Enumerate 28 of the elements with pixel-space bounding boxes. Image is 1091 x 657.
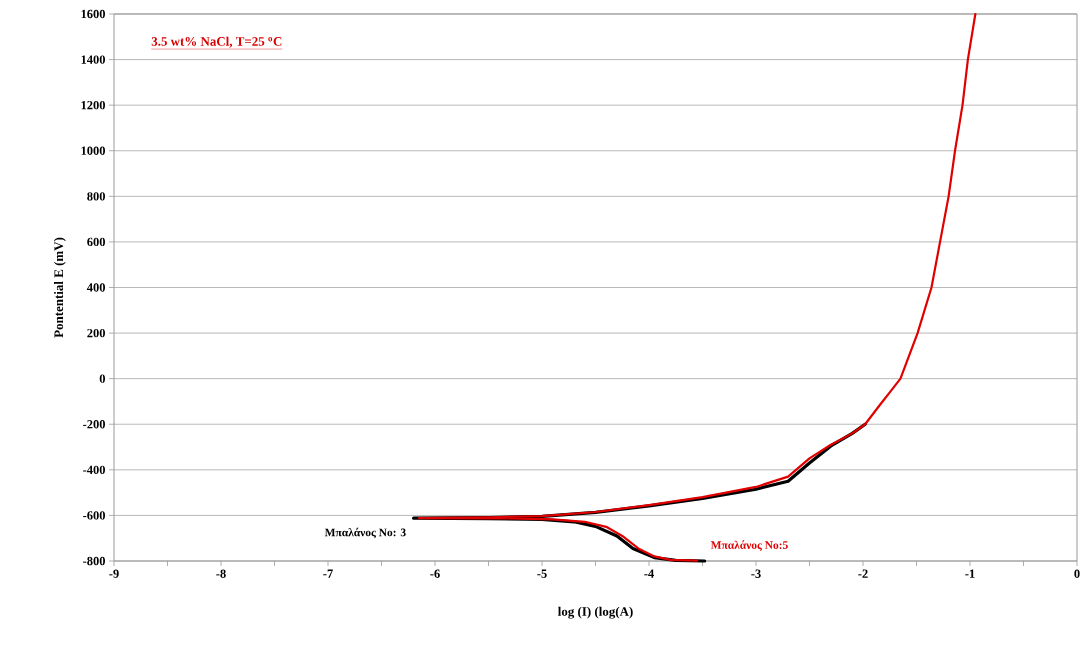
y-tick-label: -800 (83, 556, 105, 566)
y-tick-label: 1000 (81, 146, 105, 155)
x-tick-label: -1 (965, 569, 975, 578)
x-tick-label: -8 (216, 569, 226, 578)
x-tick-label: -4 (644, 569, 654, 578)
y-tick-label: 600 (87, 237, 105, 247)
x-tick-label: -3 (751, 569, 761, 578)
x-tick-label: 0 (1074, 569, 1080, 578)
x-tick-label: -9 (109, 569, 119, 578)
x-axis-title: log (I) (log(A) (557, 606, 633, 619)
y-tick-label: 1600 (81, 9, 105, 19)
x-tick-label: -5 (537, 569, 547, 578)
y-axis-title: Pontential E (mV) (53, 237, 66, 338)
y-tick-label: 0 (99, 374, 105, 383)
y-tick-label: 1200 (81, 100, 105, 110)
y-tick-label: 800 (87, 192, 105, 201)
y-tick-label: 1400 (81, 55, 105, 64)
y-tick-label: 400 (86, 283, 105, 292)
text: 3.5 wt% NaCl, T=25 $^{o}$C (151, 36, 282, 48)
series-label: Μπαλάνος No: 3 (324, 527, 406, 539)
x-tick-label: -7 (323, 569, 333, 578)
y-tick-label: -200 (83, 420, 105, 429)
y-tick-label: 200 (87, 328, 105, 338)
x-tick-label: -2 (858, 569, 868, 578)
y-tick-label: -600 (83, 511, 105, 520)
x-tick-label: -6 (430, 569, 440, 578)
series-label: Μπαλάνος No:5 (710, 540, 788, 552)
y-tick-label: -400 (83, 465, 105, 475)
